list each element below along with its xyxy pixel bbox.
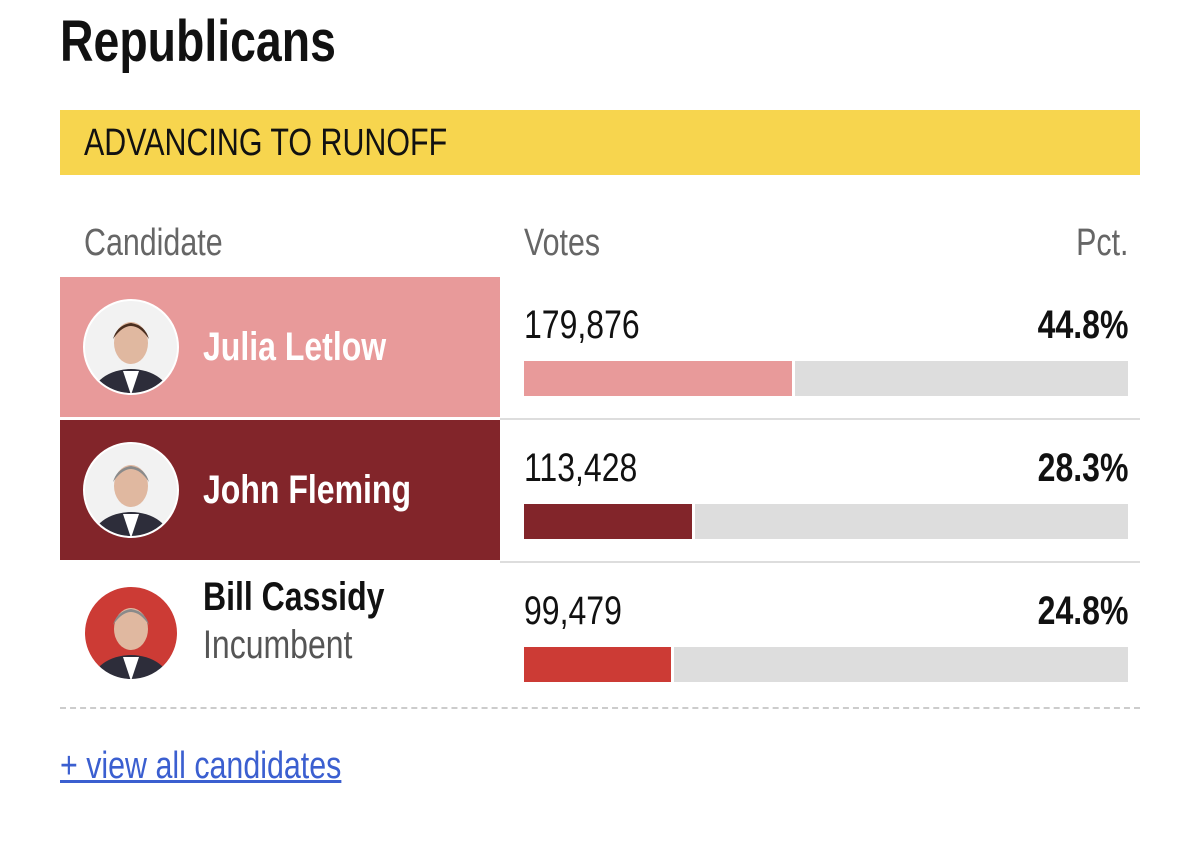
avatar [83,585,179,681]
candidate-name: John Fleming [203,468,411,512]
bar [524,504,695,539]
banner-text: ADVANCING TO RUNOFF [84,122,448,164]
bar [524,647,674,682]
percent: 44.8% [1037,303,1128,347]
votes: 179,876 [524,303,640,347]
column-header: Candidate [84,222,223,264]
candidate-name: Julia Letlow [203,325,387,369]
view-all-link[interactable]: + view all candidates [60,745,342,787]
avatar-image [83,585,179,681]
avatar [83,299,179,395]
percent: 28.3% [1037,446,1128,490]
avatar-image [83,442,179,538]
votes: 99,479 [524,589,622,633]
avatar [83,442,179,538]
row-divider [500,418,1140,420]
title: Republicans [60,9,336,74]
votes: 113,428 [524,446,638,490]
banner: ADVANCING TO RUNOFF [60,110,1140,175]
percent: 24.8% [1037,589,1128,633]
candidate-note: Incumbent [203,623,353,667]
column-header: Pct. [1075,222,1128,264]
column-header: Votes [524,222,601,264]
divider [60,707,1140,709]
candidate-name: Bill Cassidy [203,575,385,619]
bar [524,361,795,396]
avatar-image [83,299,179,395]
row-divider [500,561,1140,563]
